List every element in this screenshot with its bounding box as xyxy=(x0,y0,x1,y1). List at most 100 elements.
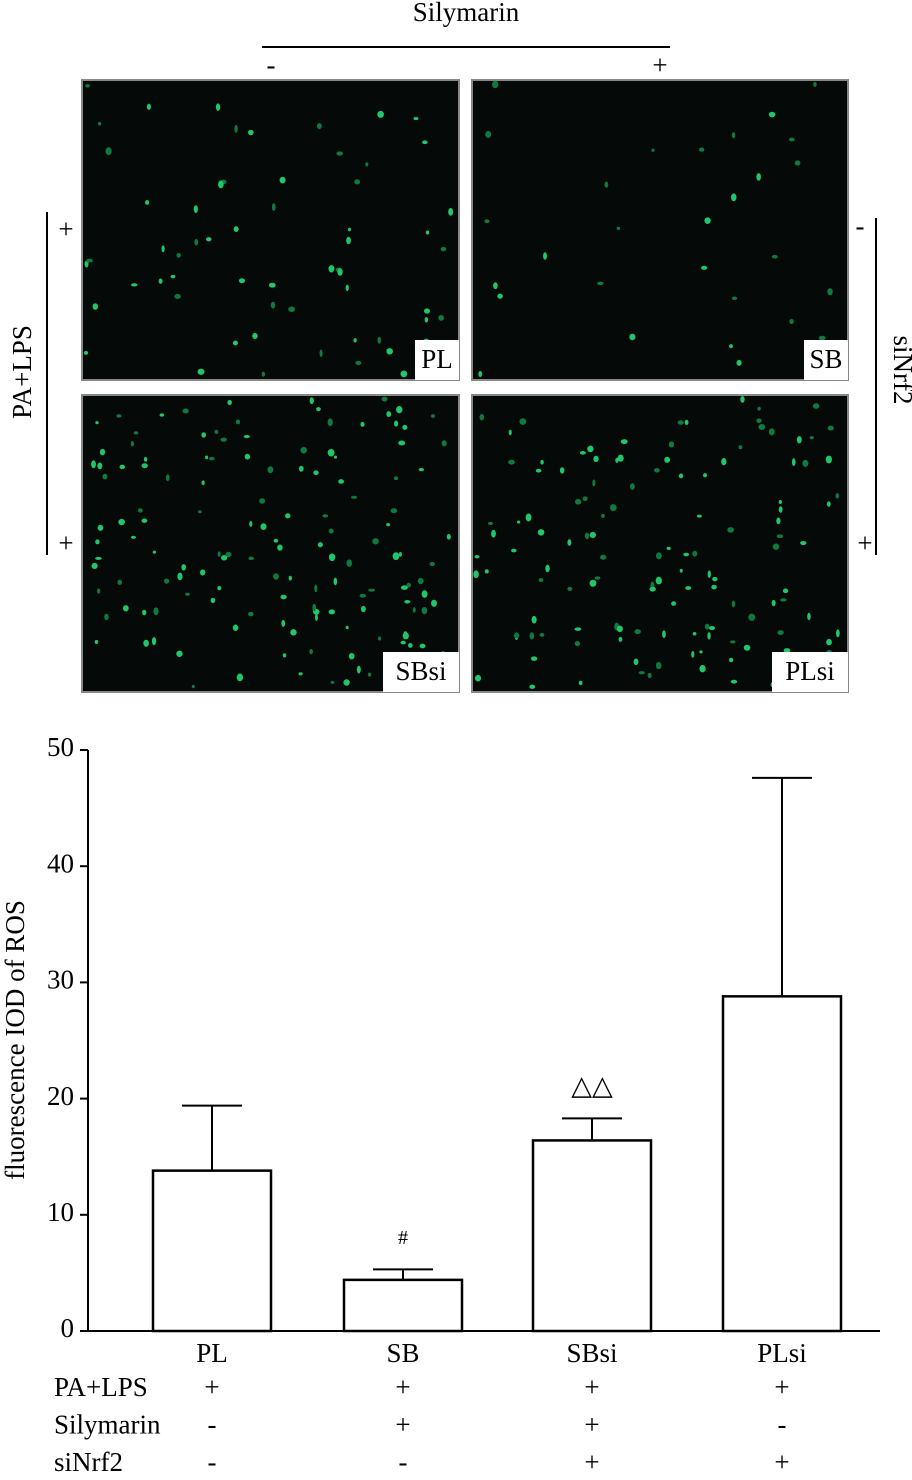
cell xyxy=(386,522,391,527)
cell xyxy=(85,84,90,88)
cell xyxy=(390,508,398,514)
cell xyxy=(578,680,583,686)
cell xyxy=(327,449,335,457)
cell xyxy=(205,237,212,242)
cell xyxy=(826,501,831,507)
cell xyxy=(130,441,134,447)
cell xyxy=(143,639,149,647)
cell xyxy=(601,513,605,518)
cell xyxy=(205,455,209,460)
cell xyxy=(232,624,239,631)
cell xyxy=(191,684,195,689)
cell xyxy=(516,520,521,524)
cell xyxy=(807,612,811,621)
cell xyxy=(748,613,756,621)
cell xyxy=(267,466,274,474)
annotation: △△ xyxy=(571,1071,613,1101)
cell xyxy=(655,661,662,670)
cell xyxy=(582,496,588,501)
cell xyxy=(225,551,232,558)
cell xyxy=(170,274,176,279)
cell xyxy=(421,590,428,598)
cell xyxy=(597,281,604,286)
cell xyxy=(617,454,624,462)
cell xyxy=(396,406,403,414)
cell xyxy=(529,684,536,689)
cell xyxy=(346,236,351,245)
treatment-name: Silymarin xyxy=(54,1410,161,1440)
cell xyxy=(153,607,159,616)
y-tick-label: 0 xyxy=(61,1313,75,1343)
cell xyxy=(197,510,202,514)
cell xyxy=(777,630,784,636)
cell xyxy=(94,639,99,645)
cell xyxy=(327,418,333,427)
cell xyxy=(221,555,228,561)
cell xyxy=(377,110,384,118)
cell xyxy=(210,597,216,604)
cell xyxy=(653,468,660,473)
cell xyxy=(193,205,198,213)
cell xyxy=(730,679,738,684)
cell xyxy=(201,480,205,486)
cell xyxy=(400,585,408,590)
cell xyxy=(243,435,250,439)
treatment-sign: + xyxy=(584,1447,599,1475)
cell xyxy=(664,456,671,463)
cell xyxy=(579,451,586,455)
cell xyxy=(448,208,454,216)
cell xyxy=(141,463,148,469)
cell xyxy=(704,217,711,224)
cell xyxy=(729,640,736,644)
left-sign: + xyxy=(58,214,73,244)
cell xyxy=(809,436,814,440)
cell xyxy=(513,633,520,639)
cell xyxy=(392,552,400,561)
cell xyxy=(584,532,590,540)
cell xyxy=(97,462,103,470)
cell xyxy=(337,268,343,276)
cell xyxy=(531,615,537,624)
cell xyxy=(418,468,425,472)
cell xyxy=(137,508,143,513)
cell xyxy=(508,429,512,436)
cell xyxy=(159,413,165,417)
right-sign: - xyxy=(856,211,865,241)
cell xyxy=(354,179,361,185)
cell xyxy=(574,498,582,505)
cell xyxy=(406,582,412,588)
x-tick-label: SBsi xyxy=(566,1338,617,1368)
cell xyxy=(345,625,349,630)
cell xyxy=(493,282,498,290)
cell xyxy=(559,467,565,474)
cell xyxy=(647,672,652,679)
cell xyxy=(119,464,126,470)
cell xyxy=(651,148,655,152)
cell xyxy=(97,121,102,126)
cell xyxy=(142,609,147,616)
cell xyxy=(232,340,239,346)
cell xyxy=(699,650,703,654)
panel-label: PL xyxy=(421,344,453,374)
cell xyxy=(158,278,163,284)
cell xyxy=(633,658,639,666)
cell xyxy=(772,543,780,550)
cell xyxy=(655,552,662,560)
cell xyxy=(594,576,601,580)
chart: 0 10 20 30 40 50 fluorescence IOD of ROS PL # SB △… xyxy=(0,732,880,1477)
cell xyxy=(177,572,183,581)
cell xyxy=(708,625,716,631)
cell xyxy=(791,458,796,466)
cell xyxy=(214,429,219,435)
cell xyxy=(347,227,352,232)
cell xyxy=(835,493,840,499)
cell xyxy=(634,629,641,635)
cell xyxy=(261,371,266,377)
treatment-sign: + xyxy=(774,1447,789,1475)
cell xyxy=(655,576,662,585)
cell xyxy=(279,176,286,184)
cell xyxy=(194,238,199,246)
cell xyxy=(738,445,743,450)
label-box xyxy=(772,652,848,692)
cell xyxy=(319,349,323,358)
